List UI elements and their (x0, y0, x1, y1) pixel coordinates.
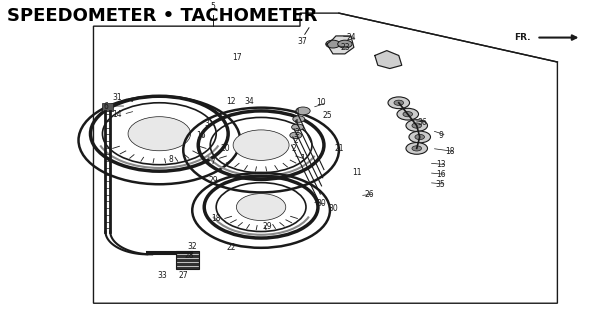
Text: 11: 11 (352, 168, 362, 177)
Polygon shape (375, 50, 402, 69)
Circle shape (296, 107, 310, 115)
Text: 17: 17 (232, 52, 242, 62)
Text: 4: 4 (293, 119, 298, 128)
Text: 6: 6 (103, 102, 108, 111)
Text: 3: 3 (205, 119, 209, 128)
Text: 37: 37 (297, 37, 307, 46)
Text: 18: 18 (211, 214, 221, 223)
Text: SPEEDOMETER • TACHOMETER: SPEEDOMETER • TACHOMETER (7, 7, 317, 25)
Circle shape (233, 130, 289, 160)
Circle shape (236, 194, 286, 220)
Text: 7: 7 (211, 157, 215, 166)
Circle shape (406, 143, 428, 154)
FancyBboxPatch shape (176, 251, 199, 269)
Text: 31: 31 (113, 93, 122, 102)
Text: FR.: FR. (514, 33, 530, 42)
Circle shape (394, 100, 404, 105)
Circle shape (409, 131, 430, 143)
Text: 2: 2 (293, 136, 298, 145)
Text: 9: 9 (438, 131, 443, 140)
Text: 36: 36 (418, 118, 428, 127)
Text: 8: 8 (169, 155, 173, 164)
Text: 25: 25 (322, 111, 332, 120)
Bar (103, 103, 113, 111)
Circle shape (388, 97, 410, 109)
Text: 21: 21 (334, 144, 344, 153)
Text: 35: 35 (436, 180, 446, 189)
Circle shape (406, 120, 428, 131)
Text: 27: 27 (178, 271, 188, 280)
Text: 33: 33 (157, 271, 167, 280)
Text: 23: 23 (340, 43, 350, 52)
Text: 1: 1 (301, 154, 305, 163)
Text: 34: 34 (244, 97, 254, 106)
Polygon shape (327, 36, 354, 54)
Circle shape (403, 112, 413, 117)
Circle shape (128, 117, 191, 151)
Text: 29: 29 (262, 222, 272, 231)
Text: 4: 4 (295, 108, 299, 117)
Text: 13: 13 (436, 160, 445, 169)
Text: 16: 16 (196, 131, 206, 140)
Circle shape (293, 116, 305, 122)
Text: 2: 2 (292, 144, 296, 153)
Circle shape (412, 146, 422, 151)
Text: 2: 2 (295, 128, 299, 137)
Text: 24: 24 (346, 33, 356, 42)
Circle shape (397, 108, 419, 120)
Text: 10: 10 (316, 98, 326, 107)
Text: 29: 29 (208, 177, 218, 185)
Text: 28: 28 (185, 251, 194, 260)
Text: 14: 14 (113, 110, 122, 119)
Text: 18: 18 (445, 147, 454, 156)
Text: 5: 5 (211, 3, 215, 12)
Text: 30: 30 (316, 199, 326, 208)
Text: 32: 32 (187, 242, 197, 251)
Text: 20: 20 (220, 144, 230, 153)
Circle shape (415, 134, 425, 140)
Text: 16: 16 (436, 170, 445, 179)
Text: 12: 12 (226, 97, 236, 106)
Text: 22: 22 (226, 243, 236, 252)
Circle shape (290, 132, 302, 139)
Circle shape (338, 40, 352, 48)
Circle shape (292, 124, 304, 130)
Circle shape (412, 123, 422, 128)
Circle shape (326, 40, 340, 48)
Text: 30: 30 (328, 204, 338, 213)
Text: 26: 26 (364, 189, 374, 199)
